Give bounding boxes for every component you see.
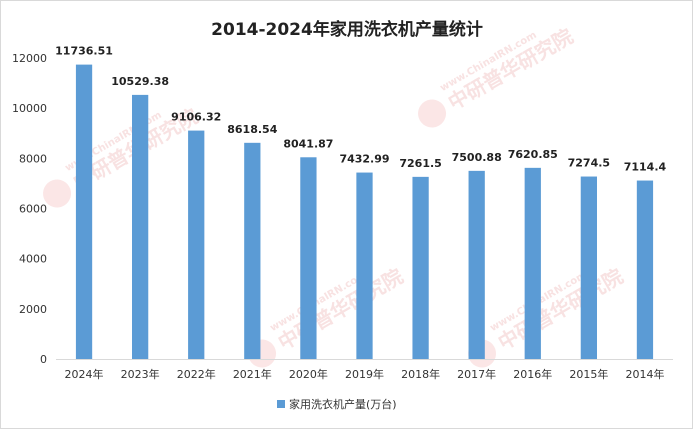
- y-tick-label: 10000: [12, 102, 47, 115]
- x-tick-label: 2017年: [457, 367, 496, 381]
- x-tick-label: 2021年: [233, 367, 272, 381]
- y-tick-label: 12000: [12, 52, 47, 65]
- bar: [580, 176, 597, 359]
- data-label: 8041.87: [283, 137, 333, 150]
- data-label: 7500.88: [452, 151, 502, 164]
- bar: [356, 172, 373, 359]
- chart-title: 2014-2024年家用洗衣机产量统计: [211, 19, 483, 40]
- x-axis: 2024年 2023年 2022年 2021年 2020年 2019年 2018年 2017年…: [56, 359, 673, 381]
- x-tick-label: 2023年: [121, 367, 160, 381]
- x-tick-label: 2020年: [289, 367, 328, 381]
- x-tick-label: 2014年: [625, 367, 664, 381]
- watermark-logo-icon: [43, 179, 72, 208]
- watermark-logo-icon: [418, 99, 447, 128]
- data-label: 7274.5: [568, 157, 610, 170]
- x-tick-label: 2022年: [177, 367, 216, 381]
- bar: [132, 94, 149, 359]
- y-tick-label: 4000: [19, 253, 47, 266]
- x-tick-label: 2016年: [513, 367, 552, 381]
- x-tick-label: 2024年: [65, 367, 104, 381]
- legend-swatch: [277, 400, 285, 408]
- data-label: 7261.5: [399, 157, 441, 170]
- legend-label: 家用洗衣机产量(万台): [289, 397, 397, 411]
- bar: [524, 167, 541, 359]
- data-label: 7114.4: [624, 161, 667, 174]
- y-tick-label: 8000: [19, 152, 47, 165]
- data-label: 9106.32: [171, 111, 221, 124]
- x-tick-label: 2018年: [401, 367, 440, 381]
- data-label: 8618.54: [227, 123, 277, 136]
- y-axis: 0 2000 4000 6000 8000 10000 12000: [12, 52, 47, 366]
- data-label: 7620.85: [508, 148, 558, 161]
- legend: 家用洗衣机产量(万台): [277, 397, 397, 411]
- bar: [188, 130, 205, 359]
- data-label: 7432.99: [339, 153, 389, 166]
- y-tick-label: 6000: [19, 203, 47, 216]
- bar: [412, 176, 429, 359]
- y-tick-label: 2000: [19, 303, 47, 316]
- bar: [300, 157, 317, 359]
- bar: [75, 64, 93, 360]
- data-label-group: 11736.51 10529.38 9106.32 8618.54 8041.87 743…: [55, 45, 666, 174]
- data-label: 11736.51: [55, 45, 113, 58]
- data-label: 10529.38: [111, 75, 169, 88]
- bar-series: [75, 64, 654, 360]
- x-tick-label: 2019年: [345, 367, 384, 381]
- bar: [468, 170, 485, 359]
- bar: [636, 180, 654, 359]
- y-tick-label: 0: [40, 353, 47, 366]
- x-tick-label: 2015年: [569, 367, 608, 381]
- bar: [244, 142, 261, 359]
